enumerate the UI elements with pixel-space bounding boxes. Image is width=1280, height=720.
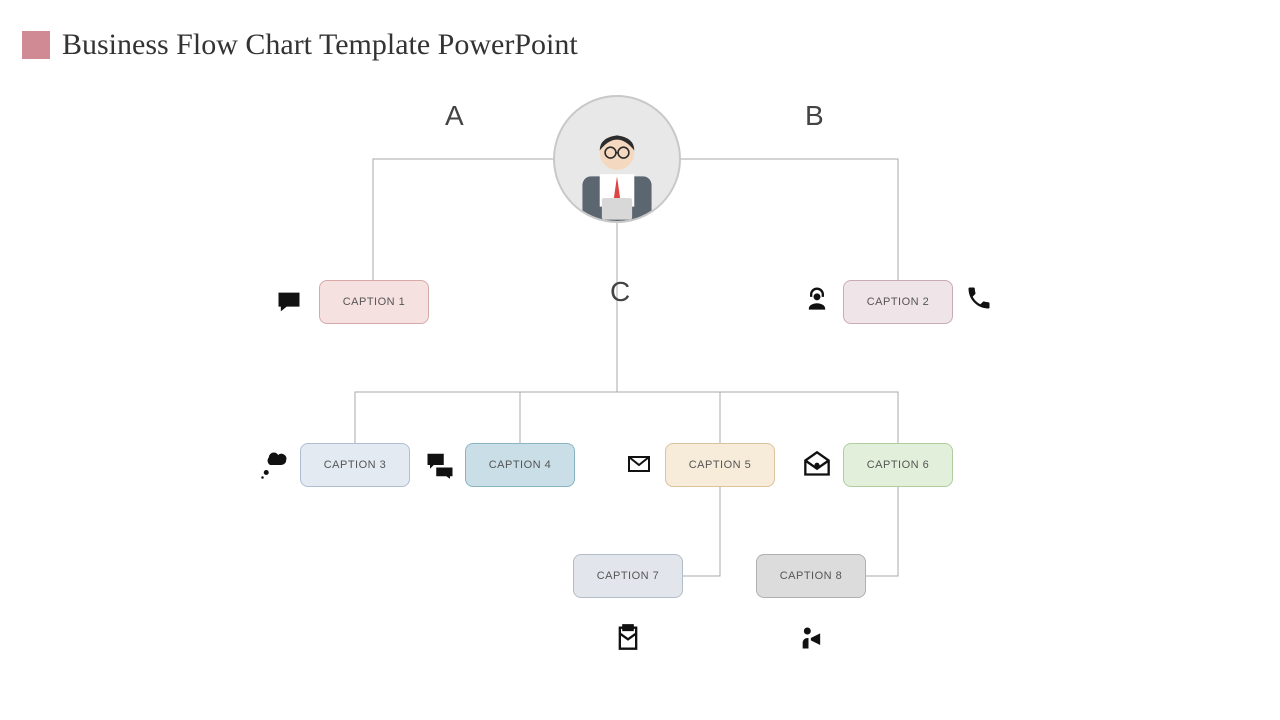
branch-label-c: C xyxy=(610,276,630,308)
clipboard-envelope-icon xyxy=(614,622,642,650)
caption-label: CAPTION 1 xyxy=(343,296,406,308)
caption-label: CAPTION 6 xyxy=(867,459,930,471)
branch-label-a: A xyxy=(445,100,464,132)
caption-box-1: CAPTION 1 xyxy=(319,280,429,324)
megaphone-person-icon xyxy=(798,624,826,652)
chat-icon xyxy=(275,288,303,316)
caption-box-6: CAPTION 6 xyxy=(843,443,953,487)
avatar-circle xyxy=(553,95,681,223)
caption-label: CAPTION 4 xyxy=(489,459,552,471)
caption-box-4: CAPTION 4 xyxy=(465,443,575,487)
caption-label: CAPTION 2 xyxy=(867,296,930,308)
caption-label: CAPTION 5 xyxy=(689,459,752,471)
branch-label-b: B xyxy=(805,100,824,132)
caption-box-8: CAPTION 8 xyxy=(756,554,866,598)
businessman-icon xyxy=(563,121,671,221)
headset-person-icon xyxy=(803,284,831,312)
caption-label: CAPTION 7 xyxy=(597,570,660,582)
caption-box-5: CAPTION 5 xyxy=(665,443,775,487)
phone-icon xyxy=(965,284,993,312)
caption-box-7: CAPTION 7 xyxy=(573,554,683,598)
thought-bubble-icon xyxy=(260,450,288,478)
caption-label: CAPTION 8 xyxy=(780,570,843,582)
caption-label: CAPTION 3 xyxy=(324,459,387,471)
caption-box-2: CAPTION 2 xyxy=(843,280,953,324)
envelope-icon xyxy=(625,452,653,480)
caption-box-3: CAPTION 3 xyxy=(300,443,410,487)
chat-bubbles-icon xyxy=(425,450,453,478)
open-envelope-icon xyxy=(803,450,831,478)
